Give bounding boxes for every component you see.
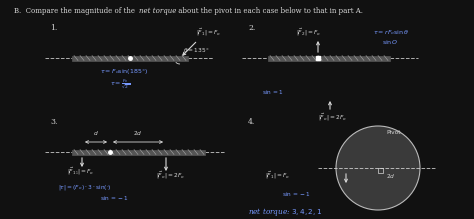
Text: $\tau = F_o \sin (185°)$: $\tau = F_o \sin (185°)$ <box>100 67 148 76</box>
Bar <box>72 55 188 60</box>
Text: $|\vec{F}_o|=2F_o$: $|\vec{F}_o|=2F_o$ <box>318 112 346 123</box>
Text: $|\vec{F}_1|=F_o$: $|\vec{F}_1|=F_o$ <box>196 27 221 38</box>
Bar <box>72 150 205 154</box>
Text: $d$: $d$ <box>93 129 99 137</box>
Text: $\tau = \frac{F_o}{\sqrt{2}}$: $\tau = \frac{F_o}{\sqrt{2}}$ <box>110 78 130 92</box>
Text: $|\vec{F}_2|=F_o$: $|\vec{F}_2|=F_o$ <box>296 27 321 38</box>
Text: Pivot: Pivot <box>386 130 401 135</box>
Text: $\sin=1$: $\sin=1$ <box>262 88 284 96</box>
Text: 2.: 2. <box>248 24 255 32</box>
Text: $|\vec{F}_1|=F_o$: $|\vec{F}_1|=F_o$ <box>265 170 290 181</box>
Text: $|\vec{F}_{1_1}|=F_o$: $|\vec{F}_{1_1}|=F_o$ <box>67 166 94 177</box>
Text: about the pivot in each case below to that in part A.: about the pivot in each case below to th… <box>176 7 363 15</box>
Text: 3.: 3. <box>50 118 57 126</box>
Text: $2d$: $2d$ <box>386 172 395 180</box>
Text: $2d$: $2d$ <box>133 129 143 137</box>
Text: $\tau = rF_o\sin\theta$: $\tau = rF_o\sin\theta$ <box>373 28 409 37</box>
Text: net torque: $3, 4, 2, 1$: net torque: $3, 4, 2, 1$ <box>248 206 322 218</box>
Text: $|\vec{F}_o|=2F_o$: $|\vec{F}_o|=2F_o$ <box>156 170 185 181</box>
Circle shape <box>336 126 420 210</box>
Text: 4.: 4. <box>248 118 255 126</box>
Text: B.  Compare the magnitude of the: B. Compare the magnitude of the <box>14 7 137 15</box>
Bar <box>268 55 390 60</box>
Text: $|\tau|=(F_o)\cdot3\cdot\sin(\cdot)$: $|\tau|=(F_o)\cdot3\cdot\sin(\cdot)$ <box>58 183 112 192</box>
Text: $\sin=-1$: $\sin=-1$ <box>100 194 129 202</box>
Text: $\sin O$: $\sin O$ <box>382 38 399 46</box>
Text: $\theta=135°$: $\theta=135°$ <box>183 46 210 54</box>
Text: $\sin=-1$: $\sin=-1$ <box>282 190 311 198</box>
Text: 1.: 1. <box>50 24 57 32</box>
Text: net torque: net torque <box>139 7 176 15</box>
